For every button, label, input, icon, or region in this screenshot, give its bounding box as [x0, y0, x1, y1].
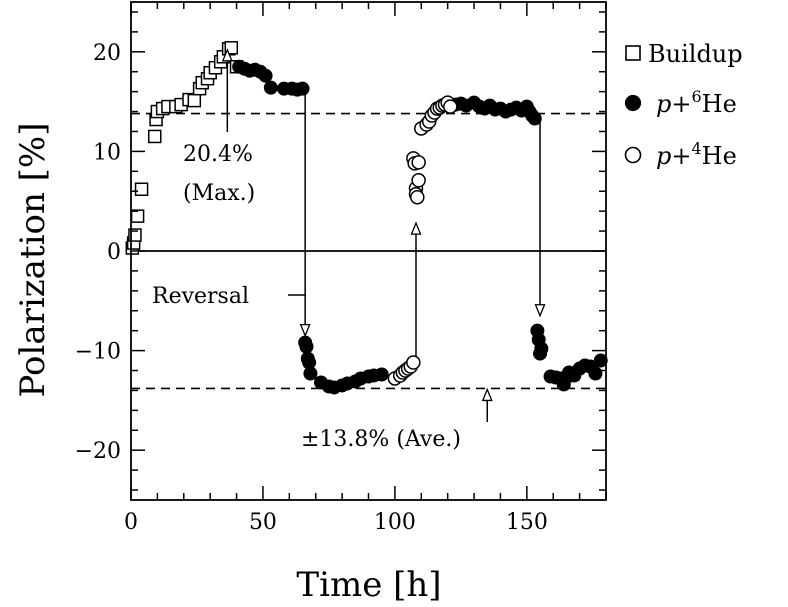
average-annotation: ±13.8% (Ave.) [301, 427, 461, 452]
point-he6 [303, 366, 318, 381]
point-he4 [443, 99, 458, 114]
legend-he4-prefix: p [656, 142, 671, 170]
y-tick-label: −10 [75, 340, 121, 365]
max-value-annotation: 20.4% [183, 142, 253, 167]
x-tick-label: 0 [124, 510, 138, 535]
x-axis-title: Time [h] [296, 565, 441, 605]
reversal-arrows [299, 89, 546, 359]
x-tick-label: 150 [506, 510, 548, 535]
legend-he6-mass: 6 [691, 87, 701, 106]
y-tick-label: 10 [93, 140, 121, 165]
reversal-arrow-head-2 [534, 304, 546, 318]
legend-he4-plus: + [671, 142, 691, 170]
legend-marker-he4 [624, 146, 642, 164]
point-he6 [527, 111, 542, 126]
point-he4 [406, 355, 421, 370]
x-tick-label: 50 [249, 510, 277, 535]
tick-labels: 0 50 100 150 −20 −10 0 10 20 [75, 41, 548, 535]
legend: Buildup p+6He p+4He [624, 40, 743, 170]
y-tick-label: 0 [107, 240, 121, 265]
point-he4 [411, 173, 426, 188]
point-he6 [534, 341, 549, 356]
reversal-arrow-head-1 [410, 221, 422, 235]
legend-he6-element: He [702, 90, 737, 118]
max-pointer-head [221, 48, 233, 62]
point-buildup [134, 182, 149, 196]
point-he6 [588, 366, 603, 381]
legend-he6-prefix: p [656, 90, 671, 118]
point-buildup [187, 93, 202, 108]
point-buildup [130, 209, 145, 223]
point-buildup [148, 129, 162, 144]
legend-he4-mass: 4 [691, 139, 701, 158]
y-tick-label: −20 [75, 439, 121, 464]
annotation-pointers [221, 48, 493, 422]
axes [130, 1, 607, 501]
y-axis-title: Polarization [%] [13, 123, 53, 398]
legend-he6-plus: + [671, 90, 691, 118]
legend-label-buildup: Buildup [648, 40, 743, 68]
point-he6 [258, 68, 273, 83]
legend-label-he4: p+4He [656, 139, 737, 170]
point-he4 [411, 155, 426, 170]
legend-marker-buildup [625, 45, 641, 61]
reversal-annotation: Reversal [152, 284, 249, 309]
reversal-arrow-head-0 [299, 324, 311, 338]
legend-marker-he6 [624, 94, 642, 112]
data-points [125, 41, 608, 395]
y-tick-label: 20 [93, 41, 121, 66]
point-he6 [593, 353, 608, 368]
average-pointer-head [481, 387, 493, 402]
point-he6 [263, 80, 278, 95]
x-tick-label: 100 [374, 510, 416, 535]
point-he6 [295, 81, 310, 96]
legend-he4-element: He [702, 142, 737, 170]
point-buildup [128, 228, 142, 242]
point-he6 [299, 339, 314, 354]
point-he6 [374, 367, 389, 382]
point-he4 [410, 189, 425, 205]
legend-label-he6: p+6He [656, 87, 737, 118]
max-label-annotation: (Max.) [183, 181, 255, 206]
